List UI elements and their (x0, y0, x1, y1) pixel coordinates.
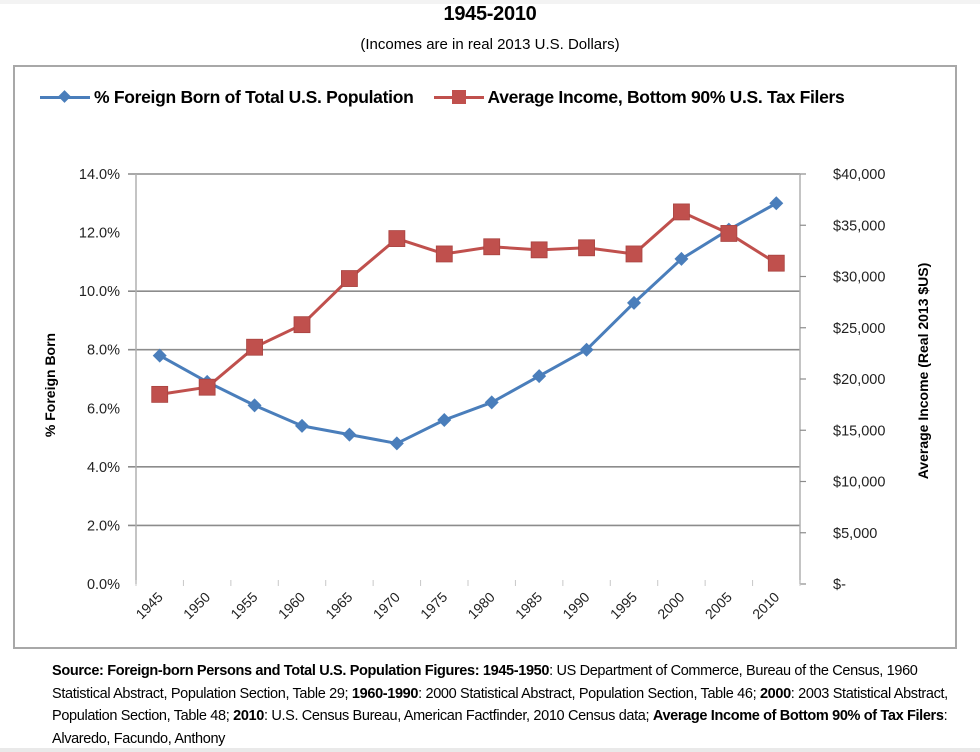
data-point-diamond (627, 295, 641, 310)
x-tick-label: 2010 (749, 589, 782, 622)
right-tick-label: $15,000 (833, 423, 885, 439)
data-point-square (530, 241, 548, 259)
data-point-square (578, 239, 595, 257)
right-tick-label: $40,000 (833, 167, 885, 183)
x-tick-label: 1960 (275, 589, 308, 622)
data-point-square (767, 254, 785, 272)
data-point-square (625, 245, 643, 263)
right-tick-label: $5,000 (833, 526, 877, 542)
data-point-square (673, 203, 690, 221)
legend-label-foreign-born: % Foreign Born of Total U.S. Population (94, 86, 414, 107)
x-tick-label: 2000 (654, 589, 687, 622)
x-tick-label: 1955 (227, 589, 260, 622)
data-point-square (388, 230, 406, 247)
left-tick-label: 0.0% (87, 577, 120, 593)
left-tick-label: 10.0% (79, 284, 120, 300)
cropped-bottom-edge (0, 748, 980, 752)
data-point-diamond (674, 251, 689, 266)
left-axis-title: % Foreign Born (42, 333, 58, 437)
source-segment: Average Income of Bottom 90% of Tax File… (652, 708, 944, 724)
source-segment: 2000 (759, 685, 791, 702)
data-point-square (435, 245, 453, 263)
data-point-square (483, 238, 501, 256)
legend-label-income: Average Income, Bottom 90% U.S. Tax File… (487, 86, 845, 107)
x-tick-label: 1975 (417, 589, 450, 622)
data-point-diamond (389, 436, 404, 451)
left-tick-label: 2.0% (87, 518, 120, 534)
source-segment: : US Department of Commerce, Bureau of t… (52, 663, 918, 702)
source-segment: 1960-1990 (351, 685, 419, 702)
data-point-square (151, 385, 169, 403)
square-marker-icon (451, 90, 466, 104)
legend-swatch-foreign-born (40, 87, 90, 107)
legend-item-foreign-born: % Foreign Born of Total U.S. Population (40, 87, 414, 108)
right-axis-title: Average Income (Real 2013 $US) (915, 263, 931, 480)
right-tick-label: $30,000 (833, 270, 885, 286)
x-tick-label: 2005 (702, 589, 735, 622)
x-tick-label: 1985 (512, 589, 545, 622)
data-series (151, 196, 785, 451)
right-tick-label: $- (833, 577, 846, 593)
data-point-square (341, 270, 358, 287)
left-tick-label: 6.0% (87, 401, 120, 417)
x-tick-label: 1970 (370, 589, 403, 622)
source-segment: : 2000 Statistical Abstract, Population … (418, 685, 760, 702)
data-point-diamond (295, 418, 309, 433)
data-point-square (246, 338, 263, 356)
series-line (159, 210, 778, 396)
series-income (151, 203, 785, 403)
legend-swatch-income (433, 87, 484, 107)
source-segment: : 2003 Statistical Abstract, Population … (52, 685, 948, 725)
source-segment: : Alvaredo, Facundo, Anthony (52, 708, 948, 747)
x-tick-label: 1995 (607, 589, 640, 622)
x-tick-label: 1945 (132, 589, 165, 622)
chart-legend: % Foreign Born of Total U.S. Population … (40, 84, 870, 110)
x-tick-label: 1950 (180, 589, 213, 622)
right-tick-label: $35,000 (833, 218, 885, 234)
source-segment: : U.S. Census Bureau, American Factfinde… (263, 708, 653, 724)
left-axis-tick-labels: 0.0% 2.0% 4.0% 6.0% 8.0% 10.0% 12.0% 14.0% (79, 167, 120, 593)
chart-subtitle: (Incomes are in real 2013 U.S. Dollars) (360, 36, 620, 53)
axes (135, 173, 806, 586)
data-point-diamond (769, 196, 784, 211)
x-tick-label: 1990 (559, 589, 592, 622)
right-tick-label: $20,000 (833, 372, 885, 388)
data-point-diamond (532, 369, 547, 384)
data-point-diamond (437, 413, 452, 427)
data-point-square (293, 316, 311, 334)
cropped-top-edge (0, 0, 980, 4)
left-tick-label: 14.0% (79, 167, 120, 183)
left-tick-label: 4.0% (87, 460, 120, 476)
left-tick-label: 12.0% (79, 226, 120, 242)
source-note: Source: Foreign-born Persons and Total U… (52, 660, 952, 750)
chart-title: 1945-2010 (443, 3, 537, 25)
data-point-diamond (579, 342, 594, 357)
x-tick-label: 1965 (322, 589, 355, 622)
gridlines (128, 173, 800, 527)
x-axis-tick-labels: 1945 1950 1955 1960 1965 1970 1975 1980 1985 1990… (132, 589, 782, 622)
data-point-diamond (484, 395, 499, 410)
data-point-diamond (342, 427, 357, 442)
series-line (158, 201, 778, 445)
right-tick-label: $10,000 (833, 475, 885, 491)
series-foreign-born (152, 196, 784, 451)
data-point-diamond (152, 348, 167, 363)
legend-item-income: Average Income, Bottom 90% U.S. Tax File… (433, 86, 845, 108)
data-point-diamond (247, 398, 262, 413)
source-segment: Source: Foreign-born Persons and Total U… (52, 663, 550, 679)
left-tick-label: 8.0% (87, 343, 120, 359)
right-tick-label: $25,000 (833, 321, 885, 337)
right-axis-tick-labels: $- $5,000 $10,000 $15,000 $20,000 $25,000 $30,… (833, 167, 885, 593)
data-point-square (720, 225, 738, 242)
x-tick-label: 1980 (464, 589, 497, 622)
source-segment: 2010 (233, 708, 264, 724)
data-point-square (198, 378, 216, 396)
